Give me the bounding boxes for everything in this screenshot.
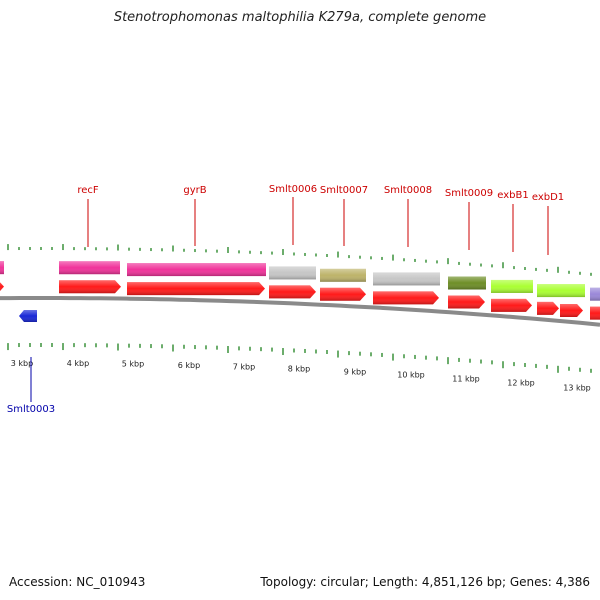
gene-name: recF (77, 185, 99, 196)
cds-arrow-shade (590, 306, 600, 320)
genome-title: Stenotrophomonas maltophilia K279a, comp… (113, 10, 487, 25)
category-box-1 (59, 261, 120, 275)
scale-label-11-kbp: 11 kbp (452, 374, 480, 383)
category-box-2 (127, 263, 266, 277)
cds-arrow-shade (537, 301, 559, 315)
category-box-3 (269, 266, 316, 280)
scale-label-6-kbp: 6 kbp (178, 361, 200, 370)
category-box-shade (491, 279, 533, 293)
gene-name: Smlt0009 (445, 188, 493, 199)
category-box-5 (373, 272, 440, 286)
gene-label-exbd1: exbD1 (532, 192, 564, 255)
cds-arrow-forward-1 (59, 280, 121, 294)
cds-arrow-shade (320, 287, 366, 301)
scale-label-3-kbp: 3 kbp (11, 359, 33, 368)
scale-label-8-kbp: 8 kbp (288, 365, 310, 374)
cds-arrow-shade (560, 304, 583, 318)
accession-label: Accession: NC_010943 (9, 575, 146, 589)
category-box-shade (590, 287, 600, 301)
gene-label-gyrb: gyrB (183, 185, 207, 246)
cds-arrow-forward-2 (127, 282, 265, 296)
cds-arrow-shade (19, 310, 37, 322)
category-box-6 (448, 276, 486, 290)
category-box-7 (491, 279, 533, 293)
category-box-shade (373, 272, 440, 286)
cds-arrow-shade (448, 295, 485, 309)
cds-arrow-shade (0, 282, 4, 291)
gene-name: Smlt0006 (269, 184, 317, 195)
scale-label-7-kbp: 7 kbp (233, 363, 255, 372)
cds-arrow-forward-7 (491, 298, 532, 312)
cds-arrow-forward-10 (590, 306, 600, 320)
cds-arrow-forward-5 (373, 291, 439, 305)
category-box-shade (59, 261, 120, 275)
gene-name: exbD1 (532, 192, 564, 203)
category-box-shade (537, 284, 585, 298)
gene-name: Smlt0003 (7, 404, 55, 415)
cds-arrow-shade (59, 280, 121, 294)
gene-name: Smlt0008 (384, 185, 432, 196)
cds-arrow-reverse-smlt0003 (19, 310, 37, 322)
gene-name: Smlt0007 (320, 185, 368, 196)
category-box-shade (448, 276, 486, 290)
scale-label-13-kbp: 13 kbp (563, 384, 591, 393)
category-box-shade (127, 263, 266, 277)
cds-arrow-shade (491, 298, 532, 312)
category-box-shade (320, 268, 366, 282)
category-box-8 (537, 284, 585, 298)
cds-arrow-forward-8 (537, 301, 559, 315)
cds-arrow-shade (127, 282, 265, 296)
gene-name: exbB1 (497, 190, 528, 201)
scale-label-4-kbp: 4 kbp (67, 359, 89, 368)
cds-arrow-shade (269, 285, 316, 299)
gene-label-smlt0009: Smlt0009 (445, 188, 493, 250)
category-box-4 (320, 268, 366, 282)
category-box-9 (590, 287, 600, 301)
gene-label-exbb1: exbB1 (497, 190, 529, 252)
gene-label-smlt0007: Smlt0007 (320, 185, 368, 246)
cds-arrow-forward-4 (320, 287, 366, 301)
scale-label-10-kbp: 10 kbp (397, 371, 425, 380)
genome-summary: Topology: circular; Length: 4,851,126 bp… (260, 575, 590, 589)
gene-label-recf: recF (77, 185, 99, 247)
category-box-shade (269, 266, 316, 280)
scale-label-12-kbp: 12 kbp (507, 379, 535, 388)
gene-label-smlt0006: Smlt0006 (269, 184, 317, 245)
scale-label-9-kbp: 9 kbp (344, 367, 366, 376)
gene-label-smlt0008: Smlt0008 (384, 185, 432, 247)
category-box-shade (0, 261, 4, 275)
scale-label-5-kbp: 5 kbp (122, 360, 144, 369)
cds-arrow-forward-6 (448, 295, 485, 309)
cds-arrow-forward-9 (560, 304, 583, 318)
category-box-0 (0, 261, 4, 275)
genome-backbone (0, 296, 600, 327)
cds-arrow-shade (373, 291, 439, 305)
gene-label-smlt0003: Smlt0003 (7, 357, 55, 415)
cds-arrow-forward-3 (269, 285, 316, 299)
gene-name: gyrB (183, 185, 206, 196)
cds-arrow-forward-0 (0, 282, 4, 291)
